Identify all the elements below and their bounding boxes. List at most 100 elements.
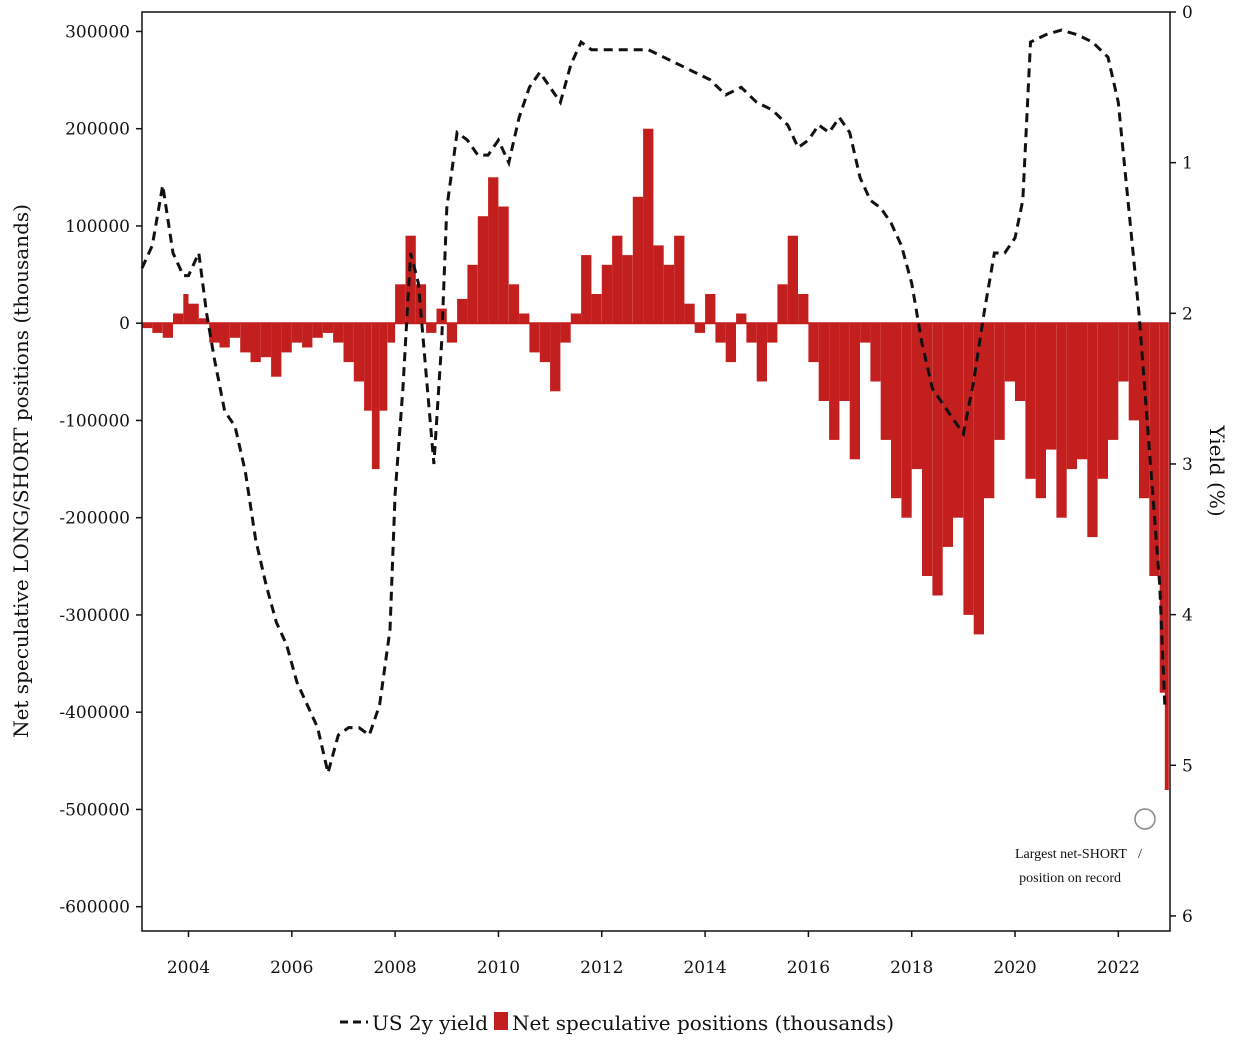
bar [777, 284, 788, 324]
y2-tick-label: 5 [1182, 756, 1193, 776]
plot-frame [141, 11, 1171, 932]
bar [570, 313, 582, 324]
y-tick-label: -300000 [59, 606, 130, 626]
bar [694, 323, 705, 333]
bar [173, 313, 184, 324]
bar [467, 264, 478, 324]
legend: US 2y yield Net speculative positions (t… [340, 1011, 894, 1035]
y2-tick-label: 0 [1182, 3, 1193, 23]
bar [581, 255, 592, 324]
bar [684, 303, 695, 324]
bar [498, 206, 509, 324]
bar [446, 323, 458, 343]
y-tick-label: 200000 [65, 120, 130, 140]
y-tick-label: -100000 [59, 411, 130, 431]
bar [405, 235, 416, 324]
bar [932, 323, 943, 596]
x-tick-label: 2014 [683, 958, 726, 978]
bar [457, 298, 468, 324]
x-tick-label: 2016 [787, 958, 830, 978]
bar [1149, 323, 1160, 576]
y-tick-label: -400000 [59, 703, 130, 723]
bar [818, 323, 829, 401]
bar [477, 216, 489, 324]
bar [291, 323, 303, 343]
bar [550, 323, 561, 392]
y-tick-label: 100000 [65, 217, 130, 237]
bar [198, 318, 210, 324]
bar [922, 323, 933, 576]
legend-line-label: US 2y yield [372, 1011, 488, 1035]
bar [839, 323, 850, 401]
bar [849, 323, 860, 460]
bar [353, 323, 365, 382]
bar [901, 323, 912, 518]
right-axis: 0 1 2 3 4 5 6 [1170, 3, 1193, 927]
bar [1164, 323, 1169, 790]
bar [663, 264, 674, 324]
bar [426, 323, 437, 333]
bar [219, 323, 230, 348]
bar [1108, 323, 1119, 440]
bar [488, 177, 499, 324]
yield-line [140, 28, 1167, 774]
bar-series [142, 128, 1169, 790]
bar [1056, 323, 1067, 518]
bar [529, 323, 540, 353]
bar [622, 255, 633, 324]
bar [787, 235, 798, 324]
bar [601, 264, 613, 324]
bar [415, 284, 427, 324]
bar [1139, 323, 1150, 499]
bar [1046, 323, 1057, 450]
right-axis-title: Yield (%) [1205, 424, 1229, 516]
y-tick-label: -200000 [59, 509, 130, 529]
bar [162, 323, 173, 338]
x-tick-label: 2018 [890, 958, 933, 978]
bar [1159, 323, 1165, 693]
bar [674, 235, 685, 324]
bar [333, 323, 344, 343]
bar [653, 245, 664, 324]
bar [183, 294, 189, 324]
bar [798, 294, 809, 324]
y2-tick-label: 2 [1182, 304, 1193, 324]
x-tick-label: 2020 [993, 958, 1036, 978]
bar [953, 323, 964, 518]
x-tick-label: 2010 [477, 958, 520, 978]
y-tick-label: -600000 [59, 898, 130, 918]
x-tick-label: 2004 [167, 958, 210, 978]
bar [379, 323, 388, 411]
x-tick-label: 2022 [1097, 958, 1140, 978]
bar [715, 323, 726, 343]
legend-bar-swatch [494, 1012, 508, 1030]
bar [643, 128, 654, 324]
bar [302, 323, 313, 348]
bar [322, 323, 334, 333]
bar [591, 294, 602, 324]
bar [632, 196, 644, 324]
bar [767, 323, 778, 343]
bar [395, 284, 406, 324]
x-axis: 2004 2006 2008 2010 2012 2014 2016 2018 2020 2022 [167, 931, 1140, 978]
bar [829, 323, 840, 440]
bar [539, 323, 551, 363]
left-axis: 300000 200000 100000 0 -100000 -200000 -300000… [59, 22, 142, 918]
bar [508, 284, 520, 324]
bar [870, 323, 881, 382]
y2-tick-label: 4 [1182, 606, 1193, 626]
x-tick-label: 2012 [580, 958, 623, 978]
bar [1118, 323, 1129, 382]
y2-tick-label: 6 [1182, 907, 1193, 927]
bar [1035, 323, 1046, 499]
bar [343, 323, 354, 363]
bar [209, 323, 220, 343]
bar [984, 323, 995, 499]
bar [312, 323, 323, 338]
bar [891, 323, 902, 499]
bar [364, 323, 372, 411]
left-axis-title: Net speculative LONG/SHORT positions (th… [9, 204, 33, 738]
y-tick-label: -500000 [59, 800, 130, 820]
y2-tick-label: 1 [1182, 154, 1193, 174]
bar [725, 323, 736, 363]
